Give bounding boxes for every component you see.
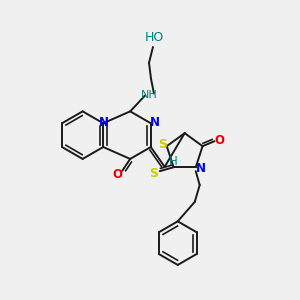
Text: O: O [112, 168, 122, 181]
Text: N: N [150, 116, 160, 129]
Text: HO: HO [144, 31, 164, 44]
Text: N: N [99, 116, 109, 129]
Text: N: N [196, 162, 206, 175]
Text: H: H [169, 155, 178, 168]
Text: S: S [158, 138, 167, 151]
Text: O: O [214, 134, 224, 147]
Text: NH: NH [141, 89, 158, 100]
Text: S: S [149, 167, 158, 180]
